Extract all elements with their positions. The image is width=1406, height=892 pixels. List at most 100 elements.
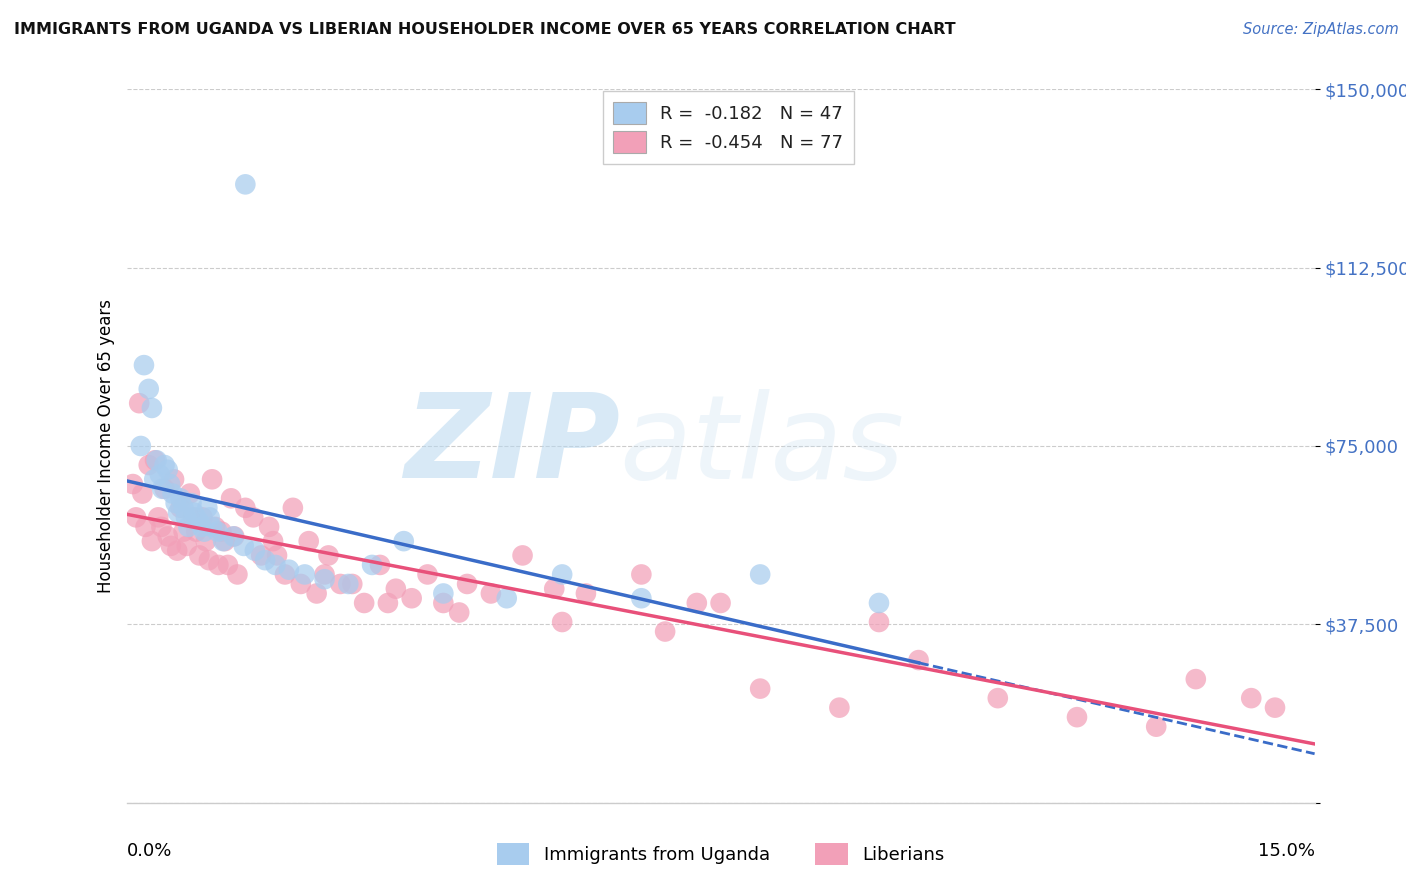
Point (250, 549, 273, 563)
Point (254, 553, 277, 567)
Point (305, 586, 328, 600)
Point (191, 520, 214, 534)
Point (201, 472, 224, 486)
Point (181, 510, 204, 524)
Point (159, 477, 181, 491)
Point (353, 596, 375, 610)
Point (179, 486, 201, 500)
Legend: Immigrants from Uganda, Liberians: Immigrants from Uganda, Liberians (489, 836, 952, 872)
Point (167, 506, 190, 520)
Point (298, 534, 321, 549)
Point (551, 567, 574, 582)
Point (432, 586, 454, 600)
Point (217, 558, 239, 572)
Text: ZIP: ZIP (404, 389, 620, 503)
Point (222, 529, 245, 543)
Point (495, 591, 517, 606)
Point (166, 543, 188, 558)
Point (1264, 700, 1286, 714)
Point (456, 577, 478, 591)
Point (630, 591, 652, 606)
Point (277, 563, 299, 577)
Point (122, 477, 145, 491)
Point (173, 500, 195, 515)
Point (575, 586, 598, 600)
Point (198, 553, 221, 567)
Point (377, 596, 399, 610)
Point (232, 539, 254, 553)
Point (143, 453, 166, 467)
Y-axis label: Householder Income Over 65 years: Householder Income Over 65 years (97, 299, 115, 593)
Point (432, 596, 454, 610)
Point (176, 539, 198, 553)
Point (274, 567, 297, 582)
Point (337, 577, 360, 591)
Point (281, 500, 304, 515)
Point (177, 520, 200, 534)
Point (207, 558, 229, 572)
Point (201, 520, 224, 534)
Point (654, 624, 676, 639)
Point (907, 653, 929, 667)
Point (266, 549, 288, 563)
Text: 15.0%: 15.0% (1257, 842, 1315, 860)
Point (1144, 720, 1167, 734)
Point (186, 510, 208, 524)
Text: IMMIGRANTS FROM UGANDA VS LIBERIAN HOUSEHOLDER INCOME OVER 65 YEARS CORRELATION : IMMIGRANTS FROM UGANDA VS LIBERIAN HOUSE… (14, 22, 956, 37)
Point (143, 472, 166, 486)
Point (188, 549, 211, 563)
Point (128, 396, 150, 410)
Point (551, 615, 574, 629)
Point (194, 534, 217, 549)
Point (135, 520, 157, 534)
Point (198, 510, 221, 524)
Text: Source: ZipAtlas.com: Source: ZipAtlas.com (1243, 22, 1399, 37)
Point (868, 596, 890, 610)
Point (543, 582, 565, 596)
Point (156, 463, 179, 477)
Point (233, 500, 256, 515)
Point (141, 534, 163, 549)
Point (165, 496, 187, 510)
Point (318, 549, 340, 563)
Point (416, 567, 439, 582)
Point (148, 510, 170, 524)
Point (132, 358, 155, 372)
Text: 0.0%: 0.0% (127, 842, 172, 860)
Point (401, 591, 423, 606)
Point (129, 439, 152, 453)
Point (512, 549, 534, 563)
Point (163, 472, 186, 486)
Point (150, 482, 173, 496)
Point (193, 524, 215, 539)
Point (314, 572, 336, 586)
Point (342, 577, 364, 591)
Point (828, 700, 851, 714)
Point (153, 458, 176, 472)
Point (174, 510, 197, 524)
Point (191, 510, 214, 524)
Point (361, 558, 384, 572)
Point (125, 510, 148, 524)
Point (630, 567, 652, 582)
Point (479, 586, 502, 600)
Point (709, 596, 731, 610)
Point (449, 606, 471, 620)
Point (188, 515, 211, 529)
Point (211, 524, 233, 539)
Point (173, 524, 195, 539)
Point (233, 178, 256, 192)
Point (262, 534, 284, 549)
Point (153, 482, 176, 496)
Point (160, 539, 183, 553)
Point (169, 491, 191, 506)
Point (207, 524, 229, 539)
Point (257, 520, 280, 534)
Point (204, 520, 226, 534)
Point (183, 506, 205, 520)
Point (219, 491, 242, 506)
Point (224, 529, 246, 543)
Point (1240, 691, 1263, 706)
Point (1184, 672, 1206, 686)
Point (749, 681, 772, 696)
